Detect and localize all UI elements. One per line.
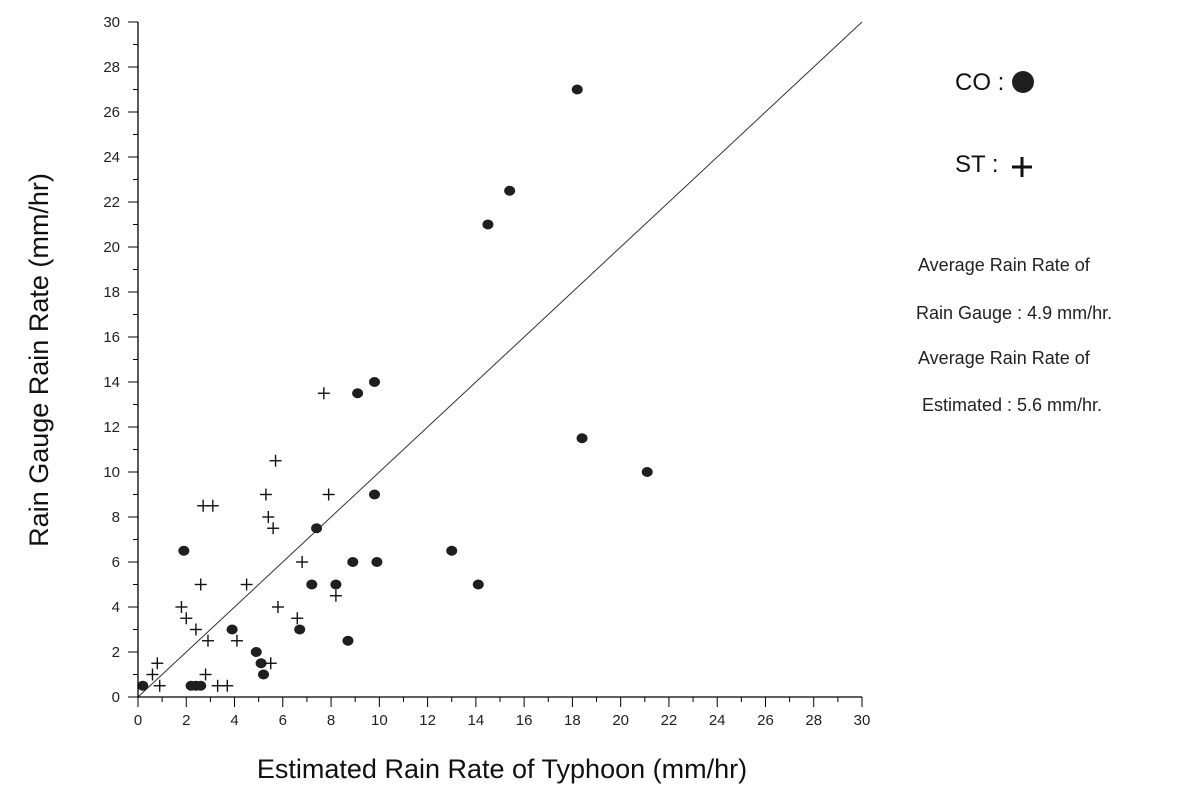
annotation-block: Average Rain Rate of Rain Gauge : 4.9 mm… — [916, 255, 1112, 415]
co-point — [257, 669, 269, 680]
co-point — [137, 680, 149, 691]
st-point — [180, 612, 193, 625]
x-tick-label: 2 — [182, 712, 190, 729]
y-tick-label: 14 — [103, 374, 120, 391]
co-point — [369, 377, 381, 387]
x-tick-label: 4 — [230, 712, 238, 729]
y-axis-title: Rain Gauge Rain Rate (mm/hr) — [24, 173, 54, 547]
st-point — [189, 623, 202, 636]
st-point — [322, 488, 335, 501]
x-tick-label: 28 — [805, 712, 822, 729]
co-point — [369, 489, 381, 500]
x-tick-label: 16 — [516, 712, 533, 729]
co-point — [250, 647, 262, 657]
annotation-line-4: Estimated : 5.6 mm/hr. — [922, 395, 1102, 415]
co-point — [347, 557, 359, 567]
co-point — [226, 624, 238, 635]
y-tick-label: 12 — [103, 419, 120, 436]
x-tick-label: 20 — [612, 712, 629, 729]
y-tick-label: 16 — [103, 329, 120, 346]
st-point — [329, 589, 342, 602]
legend: CO : ST : — [955, 69, 1034, 178]
y-tick-label: 2 — [112, 644, 120, 661]
x-axis-title: Estimated Rain Rate of Typhoon (mm/hr) — [257, 754, 747, 784]
x-tick-label: 8 — [327, 712, 335, 729]
legend-marker-st — [1012, 157, 1032, 177]
y-tick-label: 8 — [112, 509, 120, 526]
co-point — [504, 185, 516, 196]
co-point — [342, 635, 354, 646]
x-tick-label: 18 — [564, 712, 581, 729]
st-point — [291, 612, 304, 625]
legend-label-st: ST : — [955, 151, 999, 178]
y-tick-label: 0 — [112, 689, 120, 706]
st-point — [194, 578, 207, 591]
co-point — [371, 557, 383, 567]
legend-marker-co — [1012, 71, 1034, 93]
st-point — [206, 499, 219, 512]
co-point — [178, 545, 190, 556]
ticks-layer: 0 2 4 6 8 10 12 14 16 18 20 22 24 26 28 300246810121416… — [103, 14, 870, 729]
st-point — [153, 679, 166, 692]
st-point — [271, 601, 284, 613]
co-point — [352, 388, 364, 399]
points-layer — [137, 84, 653, 692]
st-point — [296, 556, 309, 568]
st-point — [240, 578, 253, 591]
co-point — [472, 579, 484, 590]
annotation-line-3: Average Rain Rate of — [918, 348, 1091, 368]
co-point — [195, 680, 207, 691]
co-point — [571, 84, 583, 95]
st-point — [146, 668, 159, 681]
co-point — [311, 523, 323, 534]
reference-line-layer — [137, 21, 863, 698]
co-point — [641, 467, 653, 477]
co-point — [294, 624, 306, 635]
y-tick-label: 30 — [103, 14, 120, 31]
y-tick-label: 28 — [103, 59, 120, 76]
st-point — [199, 668, 212, 681]
st-point — [269, 454, 282, 467]
co-point — [255, 658, 267, 669]
y-tick-label: 18 — [103, 284, 120, 301]
co-point — [330, 579, 342, 590]
co-point — [576, 433, 588, 444]
co-point — [482, 219, 494, 230]
st-point — [264, 657, 277, 670]
st-point — [151, 657, 164, 670]
y-tick-label: 24 — [103, 149, 120, 166]
y-tick-label: 20 — [103, 239, 120, 256]
x-tick-label: 12 — [419, 712, 436, 729]
st-point — [230, 634, 243, 647]
x-tick-label: 26 — [757, 712, 774, 729]
st-point — [175, 601, 188, 613]
y-tick-label: 4 — [112, 599, 120, 616]
x-tick-label: 22 — [661, 712, 678, 729]
y-tick-label: 26 — [103, 104, 120, 121]
st-point — [262, 511, 275, 523]
st-point — [259, 488, 272, 501]
x-tick-label: 0 — [134, 712, 142, 729]
x-tick-label: 14 — [468, 712, 485, 729]
x-tick-label: 6 — [279, 712, 287, 729]
x-tick-label: 10 — [371, 712, 388, 729]
st-point — [201, 634, 214, 647]
y-tick-label: 10 — [103, 464, 120, 481]
st-point — [267, 522, 280, 535]
st-point — [221, 679, 234, 692]
x-tick-label: 24 — [709, 712, 726, 729]
reference-line-y-equals-x — [137, 21, 863, 698]
legend-label-co: CO : — [955, 69, 1004, 96]
annotation-line-2: Rain Gauge : 4.9 mm/hr. — [916, 303, 1112, 323]
st-point — [317, 387, 330, 400]
annotation-line-1: Average Rain Rate of — [918, 255, 1091, 275]
y-tick-label: 22 — [103, 194, 120, 211]
x-tick-label: 30 — [854, 712, 871, 729]
y-tick-label: 6 — [112, 554, 120, 571]
co-point — [306, 579, 318, 590]
co-point — [446, 545, 458, 556]
